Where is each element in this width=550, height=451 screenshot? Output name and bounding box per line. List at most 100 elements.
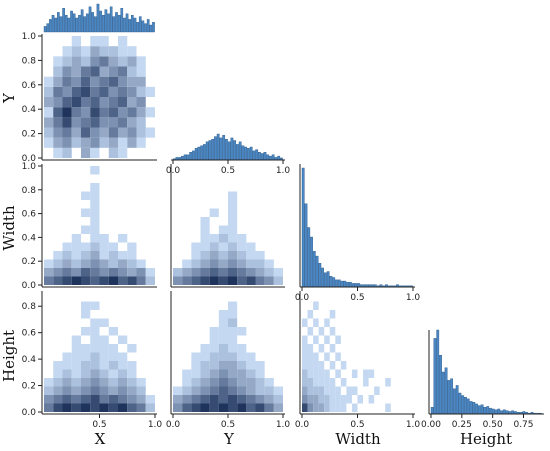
heatmap-bin: [62, 147, 72, 158]
hist-bar: [214, 136, 217, 161]
heatmap-bin: [255, 259, 265, 268]
heatmap-bin: [127, 386, 137, 395]
heatmap-bin: [81, 208, 91, 217]
xtick-label-y: 0.5: [221, 420, 235, 430]
axes-x-width: [41, 164, 157, 288]
hist-bar: [59, 16, 63, 33]
heatmap-bin: [237, 352, 247, 361]
hist-bar: [112, 16, 116, 33]
heatmap-bin: [53, 137, 63, 148]
xtick-label-width-mid: 0.5: [350, 293, 364, 303]
heatmap-bin: [209, 361, 219, 370]
heatmap-bin: [246, 268, 256, 277]
heatmap-bin: [136, 107, 146, 118]
heatmap-bin: [313, 361, 319, 370]
heatmap-bin: [237, 234, 247, 243]
hist-bar: [67, 17, 71, 33]
heatmap-bin: [246, 352, 256, 361]
heatmap-bin: [335, 395, 341, 404]
heatmap-bin: [363, 369, 369, 378]
hist-bar: [183, 154, 187, 161]
heatmap-bin: [218, 251, 228, 260]
hist-bar: [88, 6, 92, 33]
heatmap-bin: [90, 276, 100, 285]
heatmap-bin: [62, 56, 72, 67]
heatmap-bin: [81, 344, 91, 353]
heatmap-bin: [228, 352, 238, 361]
heatmap-bin: [218, 234, 228, 243]
hist-bar: [497, 408, 501, 415]
heatmap-bin: [90, 225, 100, 234]
heatmap-bin: [90, 86, 100, 97]
heatmap-bin: [62, 76, 72, 87]
heatmap-bin: [264, 395, 274, 404]
heatmap-bin: [307, 344, 314, 353]
heatmap-bin: [200, 361, 210, 370]
heatmap-bin: [255, 369, 265, 378]
heatmap-bin: [90, 344, 100, 353]
heatmap-bin: [302, 395, 308, 404]
heatmap-bin: [191, 352, 201, 361]
heatmap-bin: [62, 86, 72, 97]
heatmap-bin: [81, 127, 91, 138]
heatmap-bin: [108, 378, 118, 387]
heatmap-bin: [44, 403, 54, 412]
ytick-label-height: 0.8: [22, 302, 37, 312]
heatmap-bin: [81, 225, 91, 234]
hist-bar: [447, 380, 451, 415]
heatmap-bin: [53, 276, 63, 285]
hist-bar: [453, 388, 456, 415]
heatmap-bin: [307, 386, 314, 395]
heatmap-y-width: [173, 191, 283, 285]
hist-bar: [230, 137, 234, 161]
hist-bar: [318, 263, 322, 288]
heatmap-bin: [53, 127, 63, 138]
heatmap-bin: [127, 395, 137, 404]
heatmap-y-height: [173, 301, 283, 412]
heatmap-bin: [127, 117, 137, 128]
heatmap-bin: [118, 369, 128, 378]
heatmap-bin: [90, 403, 100, 412]
heatmap-bin: [53, 386, 63, 395]
heatmap-bin: [335, 403, 341, 412]
heatmap-bin: [127, 276, 137, 285]
hist-bar: [107, 13, 110, 33]
heatmap-bin: [62, 259, 72, 268]
heatmap-bin: [264, 403, 274, 412]
heatmap-bin: [329, 395, 336, 404]
heatmap-bin: [200, 276, 210, 285]
heatmap-bin: [99, 378, 109, 387]
heatmap-bin: [71, 56, 81, 67]
heatmap-bin: [53, 86, 63, 97]
heatmap-bin: [307, 310, 314, 319]
heatmap-bin: [99, 251, 109, 260]
heatmap-bin: [118, 137, 128, 148]
hist-bar: [505, 410, 509, 415]
heatmap-bin: [340, 403, 347, 412]
heatmap-bin: [81, 369, 91, 378]
heatmap-bin: [99, 386, 109, 395]
heatmap-bin: [81, 268, 91, 277]
hist-bar: [244, 146, 248, 161]
heatmap-bin: [255, 386, 265, 395]
ytick-label-y: 0.6: [22, 81, 37, 91]
heatmap-bin: [81, 56, 91, 67]
heatmap-bin: [99, 403, 109, 412]
heatmap-bin: [313, 318, 319, 327]
heatmap-bin: [127, 251, 137, 260]
heatmap-bin: [218, 369, 228, 378]
hist-bar: [54, 17, 58, 33]
heatmap-bin: [118, 76, 128, 87]
heatmap-bin: [99, 395, 109, 404]
heatmap-bin: [145, 268, 155, 277]
heatmap-bin: [90, 234, 100, 243]
hist-bar: [49, 19, 52, 33]
heatmap-bin: [324, 403, 330, 412]
hist-bar: [511, 410, 515, 415]
hist-bar: [255, 149, 259, 161]
heatmap-bin: [237, 369, 247, 378]
xlabel-width: Width: [335, 430, 381, 448]
ylabel-width: Width: [0, 205, 18, 251]
hist-bar: [211, 138, 215, 161]
